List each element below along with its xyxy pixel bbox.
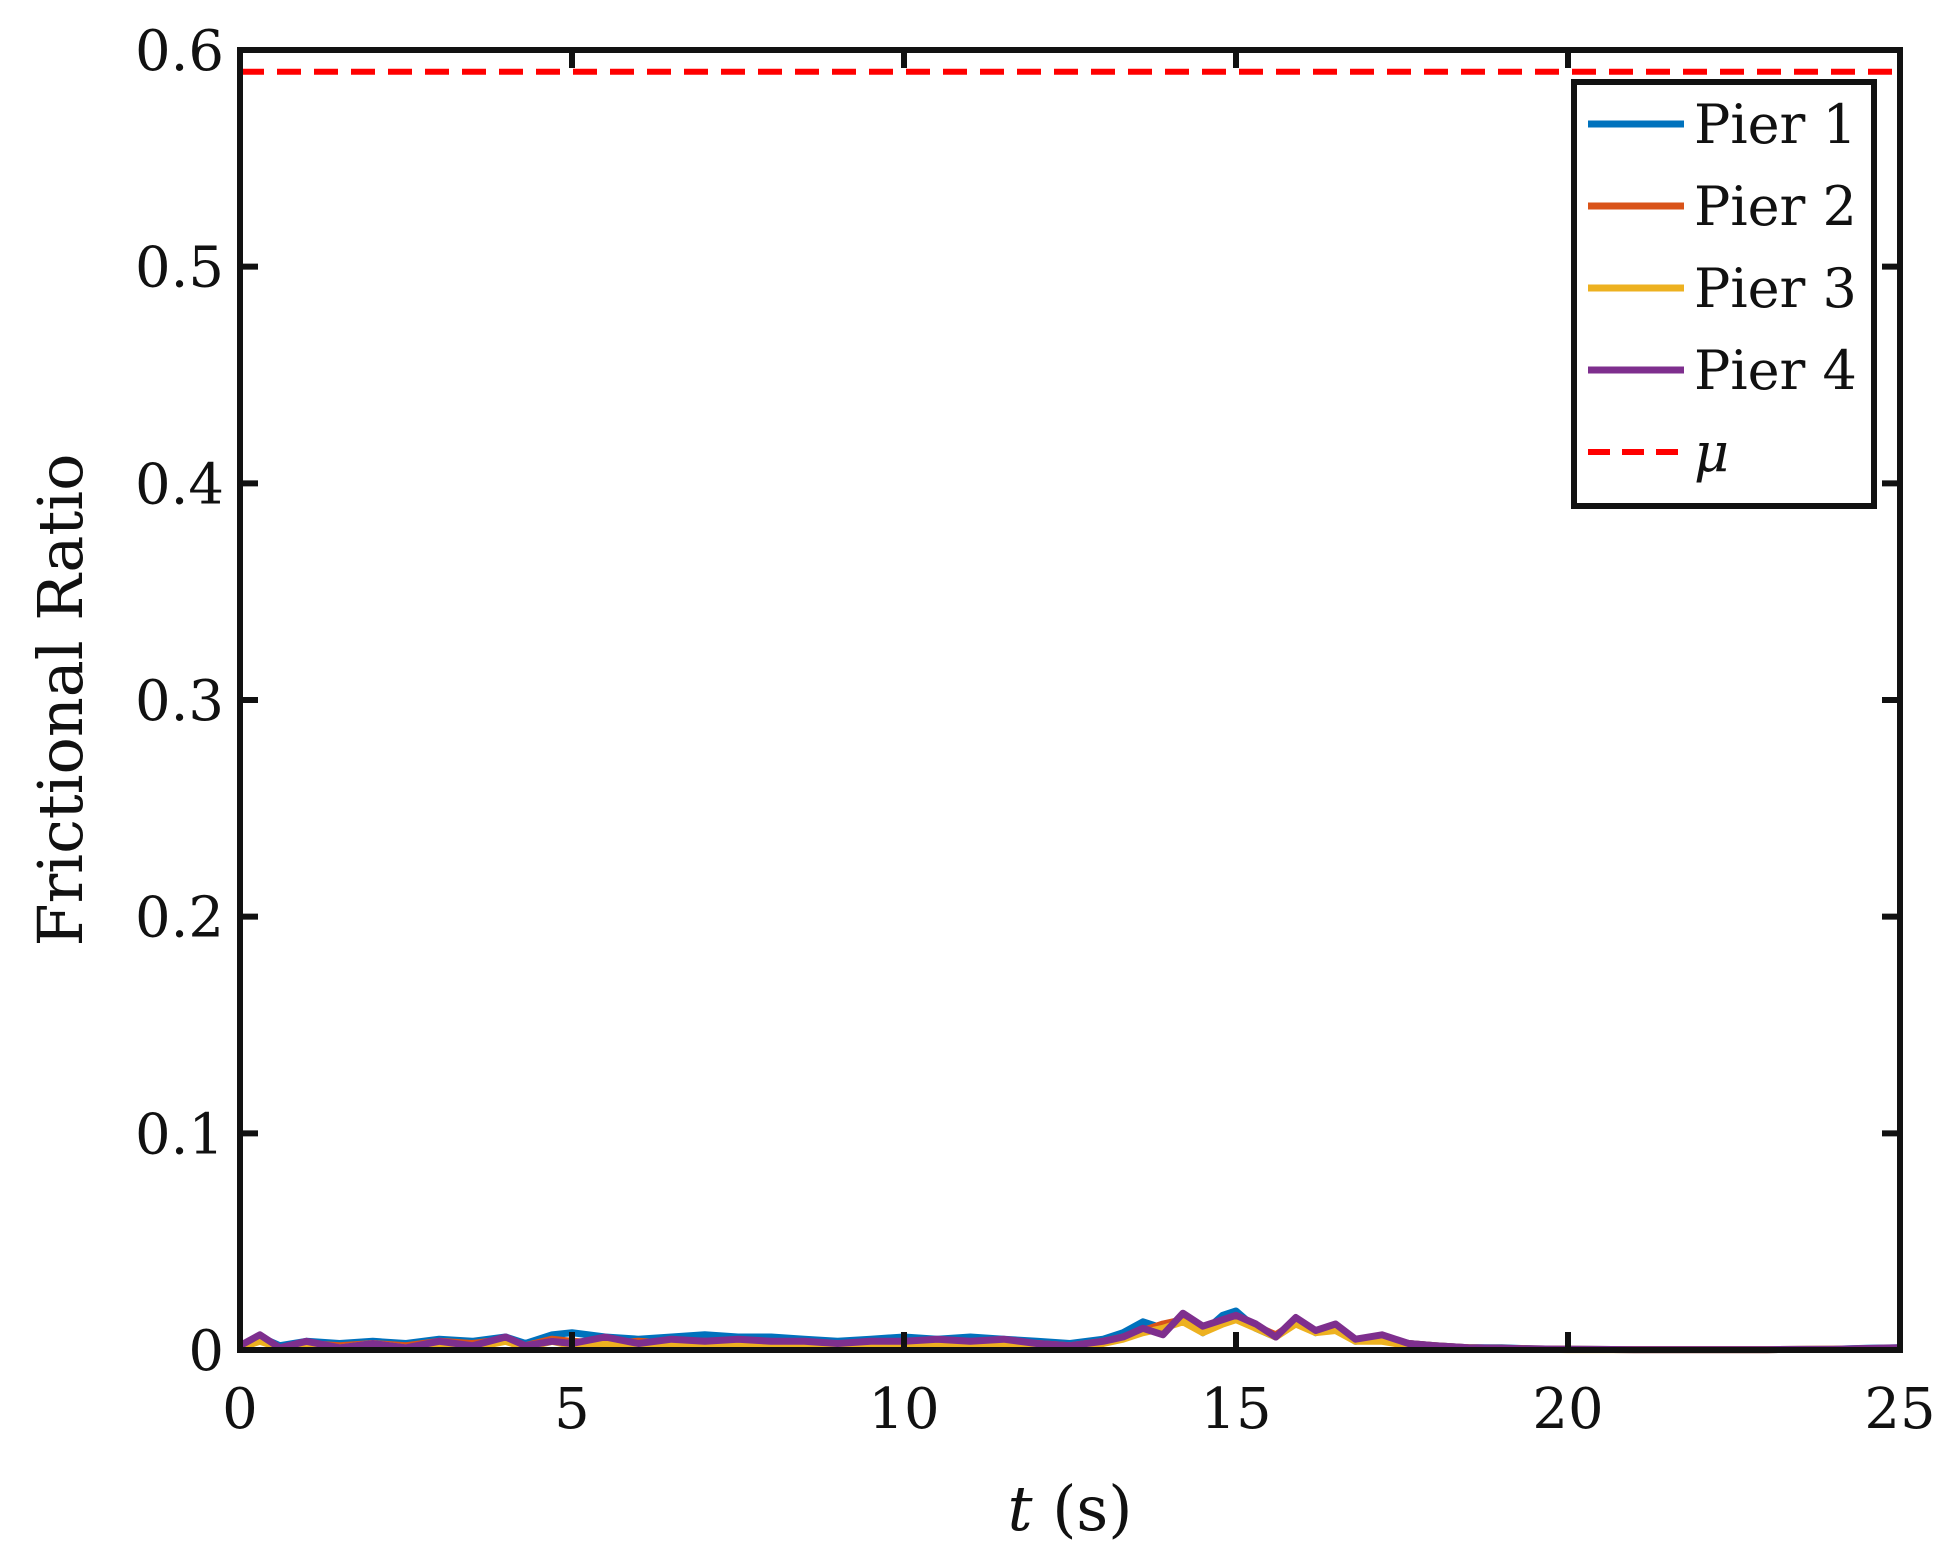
legend-box	[1571, 79, 1877, 509]
legend-label-2: Pier 2	[1694, 175, 1857, 238]
x-tick-label-4: 20	[1532, 1377, 1603, 1442]
axes-box	[237, 47, 1903, 1353]
legend-label-5: μ	[1694, 421, 1729, 484]
legend-label-4: Pier 4	[1694, 339, 1857, 402]
x-axis-unit: (s)	[1033, 1472, 1133, 1545]
legend-label-1: Pier 1	[1694, 93, 1857, 156]
x-tick-label-1: 5	[554, 1377, 590, 1442]
x-axis-title: t (s)	[1008, 1472, 1133, 1545]
x-tick-label-2: 10	[868, 1377, 939, 1442]
legend-label-3: Pier 3	[1694, 257, 1857, 320]
x-tick-label-5: 25	[1864, 1377, 1935, 1442]
y-tick-label-6: 0.6	[135, 19, 224, 84]
y-tick-label-0: 0	[188, 1319, 224, 1384]
x-axis-variable: t	[1008, 1472, 1033, 1545]
legend: Pier 1 Pier 2 Pier 3 Pier 4 μ	[1571, 79, 1877, 509]
x-tick-label-0: 0	[222, 1377, 258, 1442]
x-tick-label-3: 15	[1200, 1377, 1271, 1442]
y-tick-label-2: 0.2	[135, 886, 224, 951]
y-tick-label-4: 0.4	[135, 452, 224, 517]
ticks-layer: 0 5 10 15 20 25 0 0.1 0.2 0.3 0.4 0.5 0.6	[135, 19, 1936, 1442]
y-tick-label-1: 0.1	[135, 1102, 224, 1167]
y-tick-label-3: 0.3	[135, 669, 224, 734]
y-axis-title: Frictional Ratio	[24, 454, 97, 947]
y-tick-label-5: 0.5	[135, 236, 224, 301]
